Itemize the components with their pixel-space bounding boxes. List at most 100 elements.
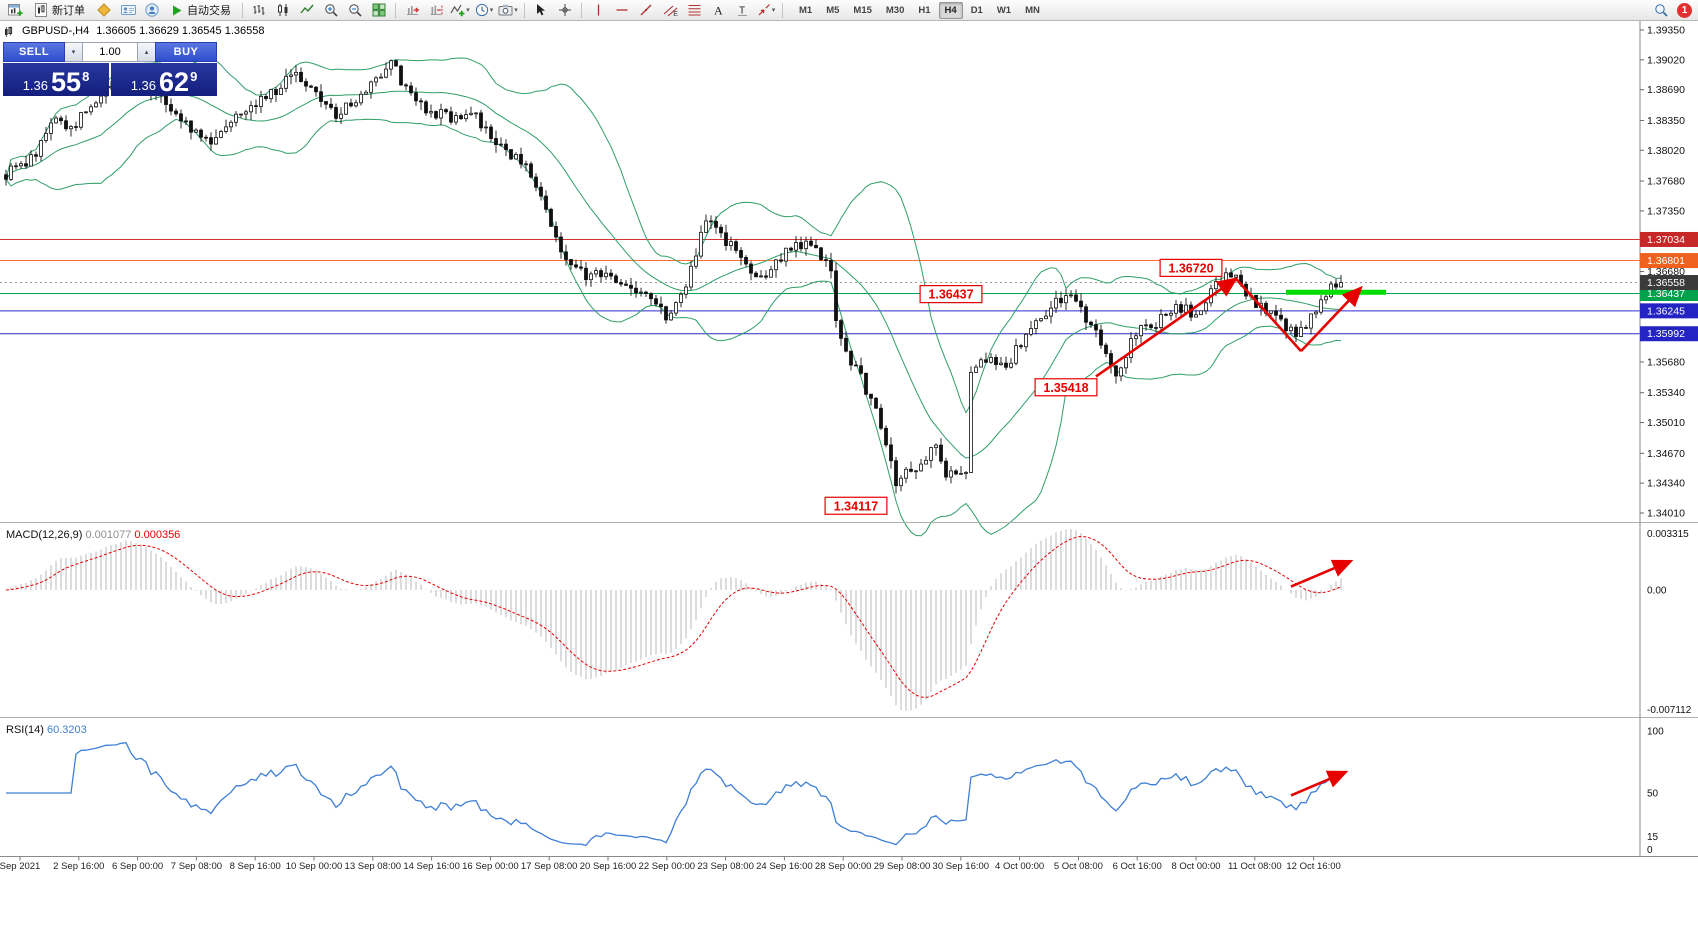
timeframe-button-m15[interactable]: M15: [853, 4, 872, 16]
date-axis-label: Sep 2021: [0, 861, 40, 872]
horizontal-line-tool-button[interactable]: [611, 0, 633, 20]
date-axis-label: 7 Sep 08:00: [171, 861, 222, 872]
buy-price-display[interactable]: 1.36 62 9: [111, 63, 217, 96]
buy-price-sup: 9: [190, 69, 198, 84]
price-axis-label: 1.35340: [1647, 387, 1685, 399]
crosshair-button[interactable]: [554, 0, 576, 20]
community-button[interactable]: [141, 0, 163, 20]
price-axis-label: 1.36680: [1647, 266, 1685, 278]
volume-increase-button[interactable]: ▴: [138, 42, 155, 62]
tile-windows-button[interactable]: [368, 0, 390, 20]
toolbar-right-group: 1: [1650, 0, 1694, 20]
date-axis-label: 12 Oct 16:00: [1286, 861, 1340, 872]
zoom-out-button[interactable]: [344, 0, 366, 20]
line-chart-type-button[interactable]: [296, 0, 318, 20]
trend-arrow[interactable]: [1235, 277, 1302, 352]
price-axis-badge: 1.36801: [1640, 253, 1698, 269]
one-click-trading-panel: SELL ▾ ▴ BUY 1.36558 1.36629: [3, 42, 219, 96]
new-chart-button[interactable]: [4, 0, 26, 20]
macd-axis-label: 0.003315: [1647, 529, 1689, 540]
bar-chart-type-button[interactable]: [248, 0, 270, 20]
autotrade-button[interactable]: 自动交易: [165, 0, 237, 20]
autotrade-play-icon: [173, 5, 182, 15]
timeframe-button-w1[interactable]: W1: [996, 4, 1012, 16]
vertical-line-tool-button[interactable]: [587, 0, 609, 20]
equidistant-channel-tool-button[interactable]: E: [659, 0, 681, 20]
sell-price-display[interactable]: 1.36 55 8: [3, 63, 109, 96]
vertical-line-icon: [597, 4, 599, 16]
sell-price-big: 55: [51, 67, 82, 97]
price-axis-label: 1.35010: [1647, 417, 1685, 429]
zoom-in-button[interactable]: [320, 0, 342, 20]
timeframe-bar: M1 M5 M15 M30 H1 H4 D1 W1 MN: [792, 1, 1047, 19]
timeframe-button-mn[interactable]: MN: [1025, 4, 1040, 16]
timeframe-button-h4[interactable]: H4: [938, 1, 963, 19]
price-axis-label: 1.34010: [1647, 508, 1685, 520]
sell-price-prefix: 1.36: [22, 78, 49, 93]
toolbar-separator: [581, 2, 582, 18]
date-axis-label: 13 Sep 08:00: [345, 861, 402, 872]
text-label-tool-button[interactable]: T: [731, 0, 753, 20]
spin-down-icon: ▾: [71, 49, 76, 56]
date-axis-label: 10 Sep 00:00: [286, 861, 343, 872]
fibonacci-tool-button[interactable]: [683, 0, 705, 20]
date-axis-label: 14 Sep 16:00: [403, 861, 460, 872]
price-axis-label: 1.38690: [1647, 84, 1685, 96]
price-callout[interactable]: 1.36720: [1159, 258, 1223, 277]
macd-axis-label: -0.007112: [1647, 705, 1692, 716]
rsi-arrow[interactable]: [1290, 770, 1349, 797]
bollinger-middle-band: [5, 90, 1342, 459]
date-axis-label: 8 Sep 16:00: [230, 861, 281, 872]
timeframe-button-h1[interactable]: H1: [918, 4, 931, 16]
macd-arrow[interactable]: [1290, 559, 1354, 588]
date-axis-label: 16 Sep 00:00: [462, 861, 519, 872]
svg-text:T: T: [739, 6, 745, 17]
profile-card-button[interactable]: [117, 0, 139, 20]
search-button[interactable]: [1650, 0, 1672, 20]
buy-price-big: 62: [159, 67, 190, 97]
volume-input[interactable]: [82, 42, 138, 62]
new-order-button[interactable]: 新订单: [28, 0, 91, 20]
svg-text:E: E: [673, 11, 678, 17]
equidistant-channel-icon: E: [663, 5, 678, 17]
price-axis-label: 1.37350: [1647, 205, 1685, 217]
auto-scroll-icon: [406, 6, 419, 15]
candlestick-type-button[interactable]: [272, 0, 294, 20]
arrows-tool-button[interactable]: ▾: [755, 0, 777, 20]
timeframe-button-m30[interactable]: M30: [885, 4, 905, 16]
timeframe-button-m1[interactable]: M1: [799, 4, 813, 16]
templates-button[interactable]: ▾: [497, 0, 519, 20]
volume-decrease-button[interactable]: ▾: [65, 42, 82, 62]
trendline-tool-button[interactable]: [635, 0, 657, 20]
price-callout[interactable]: 1.35418: [1034, 378, 1098, 397]
indicators-button[interactable]: ▾: [449, 0, 471, 20]
trend-arrow[interactable]: [1300, 285, 1363, 352]
svg-text:1.36437: 1.36437: [928, 288, 973, 302]
trendline-icon: [640, 4, 652, 16]
dropdown-caret-icon: ▾: [489, 7, 494, 14]
text-tool-icon: A: [714, 4, 723, 18]
price-callout[interactable]: 1.34117: [824, 496, 888, 515]
bollinger-lower-band: [5, 118, 1342, 537]
timeframe-button-d1[interactable]: D1: [970, 4, 983, 16]
cursor-button[interactable]: [530, 0, 552, 20]
rsi-axis-label: 0: [1647, 845, 1653, 856]
chart-shift-button[interactable]: [425, 0, 447, 20]
text-tool-button[interactable]: A: [707, 0, 729, 20]
mql5-market-button[interactable]: [93, 0, 115, 20]
macd-label: MACD(12,26,9) 0.001077 0.000356: [6, 529, 180, 541]
trend-arrow[interactable]: [1095, 277, 1239, 378]
search-icon: [1655, 4, 1668, 17]
price-callout[interactable]: 1.36437: [919, 285, 983, 304]
zoom-out-icon: [349, 4, 362, 17]
date-axis-label: 30 Sep 16:00: [933, 861, 990, 872]
text-label-icon: T: [737, 6, 747, 17]
sell-button[interactable]: SELL: [3, 42, 65, 62]
timeframe-button-m5[interactable]: M5: [826, 4, 840, 16]
buy-button[interactable]: BUY: [155, 42, 217, 62]
price-axis-badge: 1.36245: [1640, 303, 1698, 319]
periods-button[interactable]: ▾: [473, 0, 495, 20]
auto-scroll-button[interactable]: [401, 0, 423, 20]
notification-badge[interactable]: 1: [1677, 2, 1692, 18]
